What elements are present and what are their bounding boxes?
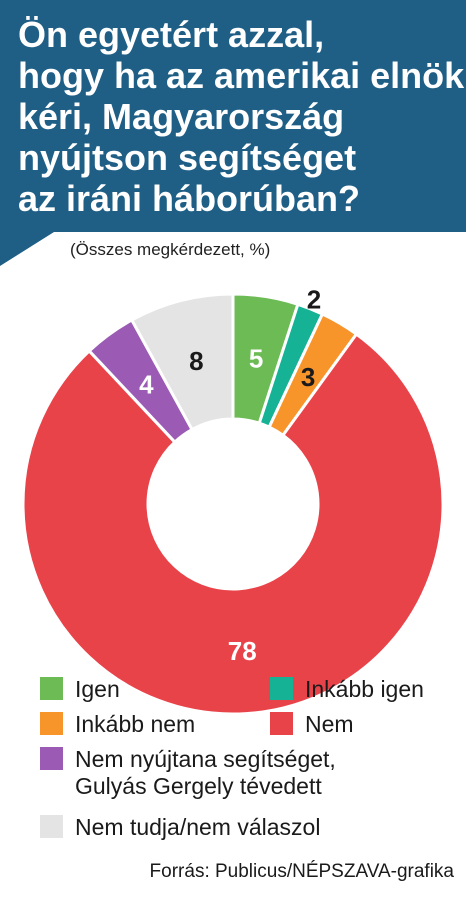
legend-label: Inkább igen <box>305 676 424 702</box>
slice-value-label-6: 8 <box>189 346 203 376</box>
chart-title-line: hogy ha az amerikai elnök <box>18 55 465 96</box>
chart-title-line: Ön egyetért azzal, <box>18 14 325 55</box>
legend-swatch <box>40 815 63 838</box>
donut-slice-3 <box>267 312 358 437</box>
slice-value-label-4: 78 <box>228 636 257 666</box>
chart-subtitle: (Összes megkérdezett, %) <box>70 240 271 259</box>
chart-title-line: kéri, Magyarország <box>18 96 345 137</box>
legend-label: Nem nyújtana segítséget, Gulyás Gergely … <box>75 746 336 799</box>
chart-title-line: az iráni háborúban? <box>18 178 361 219</box>
legend-item-igen: Igen <box>40 676 120 703</box>
slice-value-label-3: 3 <box>301 362 315 392</box>
title-banner <box>0 0 466 232</box>
legend-item-inkabb-igen: Inkább igen <box>270 676 424 703</box>
donut-slice-6 <box>130 292 235 432</box>
legend-swatch <box>270 677 293 700</box>
legend-label: Nem <box>305 711 354 737</box>
legend-item-inkabb-nem: Inkább nem <box>40 711 195 738</box>
legend-swatch <box>270 712 293 735</box>
chart-title-line: nyújtson segítséget <box>18 137 357 178</box>
legend-item-nem-tudja: Nem tudja/nem válaszol <box>40 814 320 841</box>
donut-slice-5 <box>87 318 194 444</box>
slice-value-label-5: 4 <box>139 370 154 400</box>
legend-label: Igen <box>75 676 120 702</box>
legend-swatch <box>40 677 63 700</box>
donut-slice-1 <box>231 292 300 425</box>
donut-slice-4 <box>21 332 445 716</box>
legend-swatch <box>40 712 63 735</box>
slice-value-label-2: 2 <box>307 284 321 314</box>
title-banner-notch <box>0 232 54 266</box>
legend-swatch <box>40 747 63 770</box>
legend-label: Inkább nem <box>75 711 196 737</box>
legend-label: Nem tudja/nem válaszol <box>75 814 321 840</box>
legend-item-nem: Nem <box>270 711 354 738</box>
chart-title: Ön egyetért azzal, hogy ha az amerikai e… <box>18 14 465 219</box>
donut-slice-2 <box>257 302 324 429</box>
legend-item-nem-nyujtana: Nem nyújtana segítséget, Gulyás Gergely … <box>40 746 336 800</box>
source-note: Forrás: Publicus/NÉPSZAVA-grafika <box>149 861 454 882</box>
slice-value-label-1: 5 <box>249 343 263 373</box>
